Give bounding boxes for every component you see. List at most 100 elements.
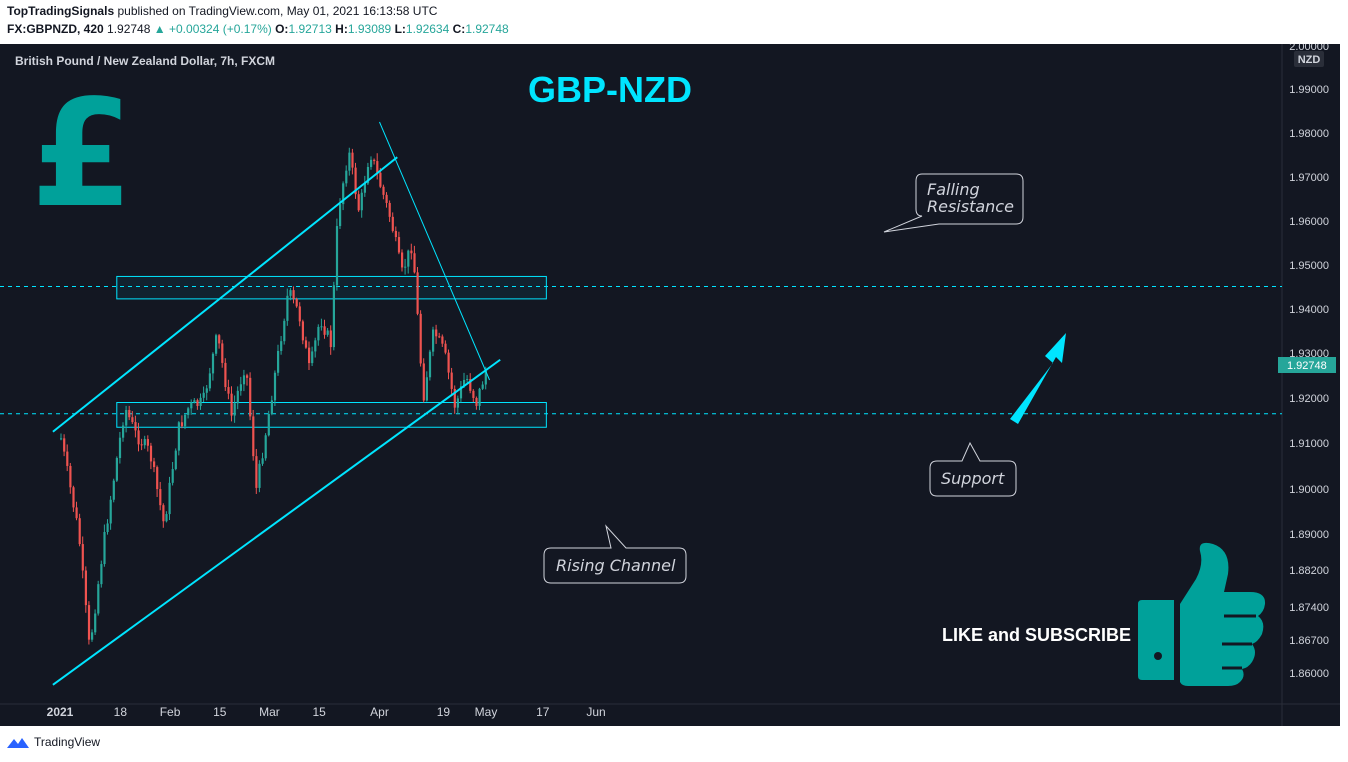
last-price: 1.92748 — [107, 22, 151, 36]
candle-body — [162, 505, 165, 522]
low-value: 1.92634 — [405, 22, 450, 36]
chart-area[interactable]: 2.00000 1.99000 1.98000 1.97000 1.96000 1.950… — [0, 44, 1348, 726]
candle-body — [419, 313, 422, 364]
candle-body — [184, 414, 187, 427]
candle-body — [370, 159, 373, 167]
candle-body — [131, 417, 134, 423]
price-tick-label: 1.86000 — [1289, 668, 1329, 680]
candle-body — [357, 194, 360, 211]
candle-body — [435, 329, 438, 337]
candle-body — [239, 384, 242, 391]
candle-body — [208, 373, 211, 389]
candle-body — [137, 430, 140, 445]
right-margin — [1340, 44, 1348, 726]
price-chart[interactable]: 2.00000 1.99000 1.98000 1.97000 1.96000 1.950… — [0, 44, 1348, 726]
candle-body — [143, 439, 146, 446]
time-tick-label: 18 — [114, 705, 128, 719]
candle-body — [382, 186, 385, 195]
candle-body — [230, 393, 233, 416]
price-tick-label: 1.96000 — [1289, 216, 1329, 228]
candle-body — [115, 458, 118, 481]
candle-body — [249, 377, 252, 417]
candle-body — [267, 413, 270, 436]
candle-body — [128, 409, 131, 418]
price-tick-label: 1.87400 — [1289, 602, 1329, 614]
last-price-badge: 1.92748 — [1278, 357, 1336, 373]
candle-body — [317, 326, 320, 341]
candle-body — [385, 194, 388, 203]
currency-badge[interactable]: NZD — [1294, 51, 1324, 67]
candle-body — [391, 216, 394, 231]
callout-rising-text: Rising Channel — [556, 556, 676, 575]
candle-body — [273, 372, 277, 401]
candle-body — [261, 458, 264, 464]
price-tick-label: 1.90000 — [1289, 484, 1329, 496]
candle-body — [255, 456, 258, 488]
close-value: 1.92748 — [465, 22, 509, 36]
dashed-levels — [0, 286, 1282, 415]
thumbs-up-icon[interactable] — [1138, 542, 1266, 686]
candle-body — [75, 507, 78, 519]
low-label: L: — [394, 22, 406, 36]
candle-body — [401, 252, 404, 268]
price-tick-label: 1.99000 — [1289, 84, 1329, 96]
symbol-interval[interactable]: FX:GBPNZD, 420 — [7, 22, 104, 36]
candle-body — [174, 450, 177, 470]
trend-lines[interactable] — [52, 121, 501, 686]
time-tick-label: May — [475, 705, 498, 719]
candle-body — [69, 465, 72, 488]
candle-body — [447, 352, 450, 373]
candle-body — [258, 463, 261, 488]
candle-body — [91, 632, 94, 640]
chart-legend-title: British Pound / New Zealand Dollar, 7h, … — [15, 54, 275, 68]
candle-body — [215, 335, 218, 354]
publish-info: published on TradingView.com, May 01, 20… — [117, 4, 438, 18]
footer-brand[interactable]: TradingView — [34, 735, 101, 749]
candle-body — [286, 295, 289, 321]
up-triangle-icon: ▲ — [153, 22, 166, 36]
candle-body — [264, 435, 267, 459]
price-tick-label: 1.89000 — [1289, 529, 1329, 541]
candle-body — [190, 402, 193, 409]
candle-body — [202, 392, 205, 398]
candle-body — [252, 416, 255, 457]
candle-body — [159, 489, 162, 506]
candle-body — [314, 340, 317, 352]
candle-body — [280, 341, 283, 351]
callout-support-text: Support — [941, 469, 1005, 488]
candle-body — [475, 397, 478, 406]
candle-body — [329, 330, 332, 348]
publish-header: TopTradingSignals published on TradingVi… — [7, 4, 437, 18]
tradingview-logo-icon[interactable] — [6, 735, 30, 749]
time-tick-label: 15 — [213, 705, 227, 719]
candle-body — [304, 340, 308, 348]
candle-body — [81, 544, 84, 571]
candle-body — [171, 469, 174, 483]
footer: TradingView — [6, 735, 100, 749]
candle-body — [428, 351, 432, 378]
candle-body — [205, 388, 208, 393]
sr-zones — [116, 275, 547, 428]
candle-body — [308, 347, 311, 364]
candle-body — [339, 204, 342, 227]
author-name[interactable]: TopTradingSignals — [7, 4, 115, 18]
candle-body — [134, 422, 137, 431]
candle-body — [125, 409, 128, 426]
candle-body — [379, 172, 382, 187]
candle-body — [60, 438, 63, 440]
candle-body — [227, 387, 230, 394]
candle-body — [94, 613, 97, 633]
time-axis[interactable]: 2021 18 Feb 15 Mar 15 Apr 19 May 17 Jun — [47, 705, 606, 719]
candle-body — [466, 378, 469, 380]
price-tick-label: 2.00000 — [1289, 44, 1329, 53]
candle-body — [407, 250, 410, 267]
candle-body — [180, 422, 184, 427]
candle-body — [66, 451, 69, 466]
candle-body — [388, 202, 391, 217]
candle-body — [277, 350, 280, 373]
candle-body — [404, 266, 407, 268]
candle-body — [441, 336, 444, 344]
time-tick-label: Mar — [259, 705, 280, 719]
trend-line — [52, 358, 501, 686]
candle-body — [469, 378, 472, 391]
